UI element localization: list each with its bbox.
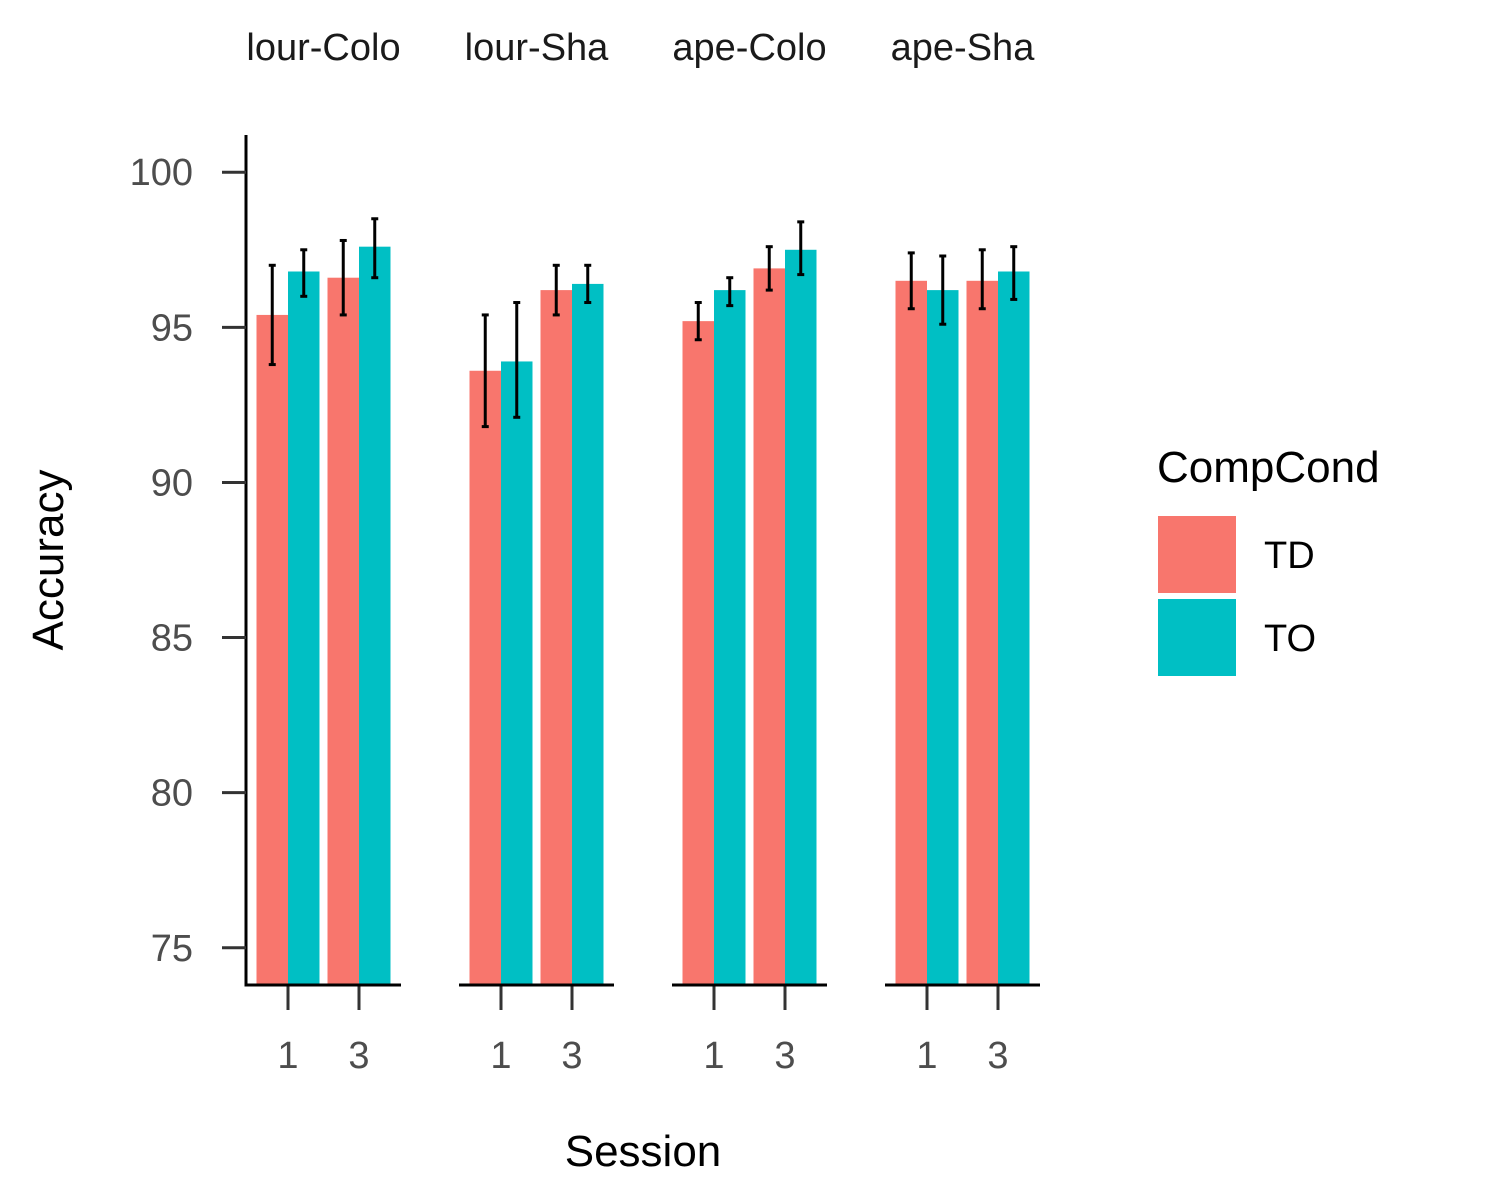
errorbar-to-facet2-session1 (513, 301, 521, 419)
errorbar-to-facet1-session3 (371, 217, 379, 280)
x-tick-label-facet4-session3: 3 (987, 1035, 1008, 1077)
legend-label-td: TD (1264, 535, 1315, 577)
facet-label-3: ape-Colo (672, 27, 826, 69)
legend-key-to (1158, 599, 1236, 676)
y-tick-label-85: 85 (151, 618, 193, 660)
y-tick-label-95: 95 (151, 307, 193, 349)
y-tick-label-75: 75 (151, 928, 193, 970)
errorbar-to-facet1-session1 (300, 248, 308, 298)
bar-td-facet4-session1 (895, 280, 927, 985)
bar-td-facet3-session3 (753, 268, 785, 985)
x-tick-label-facet1-session1: 1 (277, 1035, 298, 1077)
error-bars (268, 217, 1018, 429)
facet-label-1: lour-Colo (246, 27, 400, 69)
legend-label-to: TO (1264, 618, 1316, 660)
y-tick-label-90: 90 (151, 462, 193, 504)
bar-td-facet3-session1 (682, 321, 714, 986)
legend: CompCond TD TO (1157, 443, 1380, 676)
y-tick-label-80: 80 (151, 773, 193, 815)
x-tick-label-facet2-session1: 1 (490, 1035, 511, 1077)
errorbar-td-facet2-session3 (552, 263, 560, 317)
facet-strip-labels: lour-Colo lour-Sha ape-Colo ape-Sha (246, 27, 1035, 69)
bar-to-facet4-session1 (927, 290, 959, 985)
legend-key-td (1158, 516, 1236, 593)
errorbar-td-facet4-session3 (978, 248, 986, 311)
axes: 1 3 1 3 1 3 1 3 75 80 85 90 95 100 (130, 135, 1040, 1077)
errorbar-to-facet2-session3 (584, 263, 592, 305)
bar-td-facet1-session1 (256, 314, 288, 985)
errorbar-td-facet3-session1 (694, 301, 702, 342)
x-tick-label-facet3-session3: 3 (774, 1035, 795, 1077)
x-tick-label-facet4-session1: 1 (916, 1035, 937, 1077)
bar-td-facet2-session1 (469, 370, 501, 985)
errorbar-to-facet4-session3 (1010, 245, 1018, 301)
bar-to-facet4-session3 (998, 271, 1030, 985)
bar-to-facet3-session3 (785, 249, 817, 986)
errorbar-to-facet4-session1 (939, 254, 947, 326)
errorbar-td-facet4-session1 (907, 251, 915, 311)
bar-td-facet1-session3 (327, 277, 359, 985)
bar-td-facet2-session3 (540, 290, 572, 985)
x-tick-label-facet2-session3: 3 (561, 1035, 582, 1077)
errorbar-to-facet3-session3 (797, 220, 805, 277)
errorbar-td-facet2-session1 (481, 313, 489, 429)
facet-label-2: lour-Sha (465, 27, 609, 69)
errorbar-td-facet1-session1 (268, 263, 276, 367)
facet-label-4: ape-Sha (891, 27, 1036, 69)
y-axis-title: Accuracy (24, 470, 73, 651)
errorbar-td-facet1-session3 (339, 238, 347, 317)
bar-td-facet4-session3 (966, 280, 998, 985)
errorbar-to-facet3-session1 (726, 276, 734, 308)
bar-to-facet2-session1 (501, 361, 533, 985)
bar-to-facet1-session3 (359, 246, 391, 985)
y-tick-label-100: 100 (130, 152, 193, 194)
x-tick-label-facet3-session1: 1 (703, 1035, 724, 1077)
x-axis-title: Session (565, 1127, 722, 1176)
legend-title: CompCond (1157, 443, 1380, 492)
bar-to-facet2-session3 (572, 283, 604, 985)
bars (256, 246, 1030, 986)
x-tick-label-facet1-session3: 3 (348, 1035, 369, 1077)
bar-to-facet3-session1 (714, 290, 746, 985)
errorbar-td-facet3-session3 (765, 245, 773, 292)
bar-to-facet1-session1 (288, 271, 320, 985)
